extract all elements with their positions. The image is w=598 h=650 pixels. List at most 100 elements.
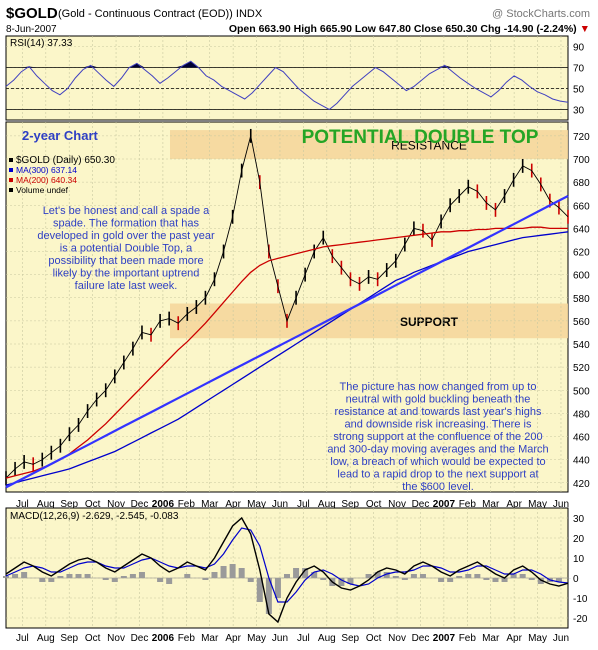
macd-histogram-bar-38 <box>347 578 354 584</box>
price-y-tick-7: 560 <box>573 317 590 328</box>
macd-histogram-bar-40 <box>365 574 372 578</box>
price-x-tick-10: May <box>247 499 266 510</box>
macd-histogram-bar-54 <box>492 578 499 582</box>
ma200-line <box>5 226 568 479</box>
chart-symbol: $GOLD <box>6 5 58 22</box>
macd-histogram-bar-24 <box>220 566 227 578</box>
source-label: @ StockCharts.com <box>492 8 590 20</box>
macd-x-tick-13: Aug <box>318 633 336 644</box>
price-x-tick-8: Mar <box>201 499 219 510</box>
macd-histogram-bar-32 <box>293 568 300 578</box>
macd-histogram-bar-7 <box>66 574 73 578</box>
price-x-tick-7: Feb <box>178 499 196 510</box>
macd-histogram-bar-2 <box>21 572 28 578</box>
price-x-tick-23: Jun <box>553 499 569 510</box>
macd-y-tick-5: 30 <box>573 514 585 525</box>
chart-description: (Gold - Continuous Contract (EOD)) INDX <box>58 8 263 20</box>
macd-histogram-bar-43 <box>392 576 399 578</box>
macd-x-tick-19: Feb <box>459 633 477 644</box>
price-y-tick-3: 480 <box>573 409 590 420</box>
macd-x-tick-22: May <box>528 633 547 644</box>
zone-label-0: RESISTANCE <box>391 139 467 153</box>
macd-histogram-bar-8 <box>75 574 82 578</box>
gold-price-line <box>5 135 569 479</box>
price-legend-swatch-1 <box>9 168 13 172</box>
price-y-tick-4: 500 <box>573 386 590 397</box>
price-y-tick-11: 640 <box>573 224 590 235</box>
price-x-tick-21: Apr <box>506 499 522 510</box>
price-y-tick-12: 660 <box>573 201 590 212</box>
macd-x-tick-3: Oct <box>85 633 101 644</box>
price-x-tick-2: Sep <box>60 499 78 510</box>
down-arrow-icon: ▼ <box>579 23 590 35</box>
price-x-tick-15: Oct <box>366 499 382 510</box>
macd-histogram-bar-30 <box>274 578 281 598</box>
price-y-tick-14: 700 <box>573 155 590 166</box>
macd-x-tick-18: 2007 <box>433 633 456 644</box>
macd-histogram-bar-51 <box>465 574 472 578</box>
price-y-tick-15: 720 <box>573 132 590 143</box>
rsi-y-tick-3: 90 <box>573 43 585 54</box>
macd-histogram-bar-11 <box>102 578 109 580</box>
macd-panel <box>5 507 569 629</box>
macd-histogram-bar-23 <box>211 572 218 578</box>
macd-x-tick-2: Sep <box>60 633 78 644</box>
macd-histogram-bar-48 <box>438 578 445 582</box>
price-x-tick-19: Feb <box>459 499 477 510</box>
macd-x-tick-8: Mar <box>201 633 219 644</box>
price-legend-swatch-0 <box>9 158 13 162</box>
annotation-2: The picture has now changed from up to ne… <box>327 381 548 493</box>
macd-x-tick-21: Apr <box>506 633 522 644</box>
zone-label-1: SUPPORT <box>400 315 459 329</box>
macd-histogram-bar-57 <box>519 574 526 578</box>
price-x-tick-14: Sep <box>341 499 359 510</box>
macd-histogram-bar-53 <box>483 578 490 580</box>
macd-histogram-bar-50 <box>456 576 463 578</box>
price-x-tick-18: 2007 <box>433 499 456 510</box>
macd-x-tick-9: Apr <box>225 633 241 644</box>
macd-y-tick-0: -20 <box>573 614 588 625</box>
macd-histogram-bar-55 <box>501 578 508 582</box>
macd-x-tick-16: Nov <box>388 633 406 644</box>
rsi-line <box>5 60 569 111</box>
macd-histogram-bar-46 <box>419 574 426 578</box>
macd-histogram-bar-59 <box>537 578 544 584</box>
macd-histogram-bar-9 <box>84 574 91 578</box>
macd-histogram-bar-42 <box>383 572 390 578</box>
zone-0 <box>170 130 568 159</box>
price-y-tick-1: 440 <box>573 456 590 467</box>
macd-histogram-bar-26 <box>238 568 245 578</box>
price-x-tick-0: Jul <box>16 499 29 510</box>
macd-y-tick-3: 10 <box>573 554 585 565</box>
macd-x-tick-14: Sep <box>341 633 359 644</box>
macd-histogram-bar-20 <box>184 574 191 578</box>
chart-headline: POTENTIAL DOUBLE TOP <box>302 127 539 148</box>
price-x-tick-11: Jun <box>272 499 288 510</box>
macd-histogram-bar-37 <box>338 578 345 586</box>
uptrend-line <box>5 195 569 489</box>
macd-histogram-bar-12 <box>111 578 118 582</box>
macd-histogram-bar-41 <box>374 572 381 578</box>
price-legend-3: Volume undef <box>16 185 69 195</box>
macd-x-tick-5: Dec <box>131 633 149 644</box>
macd-histogram-bar-52 <box>474 574 481 578</box>
chart-date: 8-Jun-2007 <box>6 24 57 35</box>
macd-histogram-bar-15 <box>138 572 145 578</box>
quote-line: Open 663.90 High 665.90 Low 647.80 Close… <box>229 23 590 35</box>
price-y-tick-10: 620 <box>573 248 590 259</box>
macd-histogram-bar-58 <box>528 578 535 580</box>
quote-text: Open 663.90 High 665.90 Low 647.80 Close… <box>228 23 577 35</box>
macd-histogram-bar-14 <box>129 574 136 578</box>
price-y-tick-9: 600 <box>573 271 590 282</box>
price-y-tick-2: 460 <box>573 433 590 444</box>
price-x-tick-1: Aug <box>37 499 55 510</box>
macd-histogram-bar-45 <box>410 574 417 578</box>
price-y-tick-8: 580 <box>573 294 590 305</box>
rsi-y-tick-0: 30 <box>573 106 585 117</box>
macd-histogram-bar-56 <box>510 574 517 578</box>
macd-x-tick-1: Aug <box>37 633 55 644</box>
rsi-legend: RSI(14) 37.33 <box>10 38 73 49</box>
macd-y-tick-1: -10 <box>573 594 588 605</box>
price-x-tick-20: Mar <box>482 499 500 510</box>
